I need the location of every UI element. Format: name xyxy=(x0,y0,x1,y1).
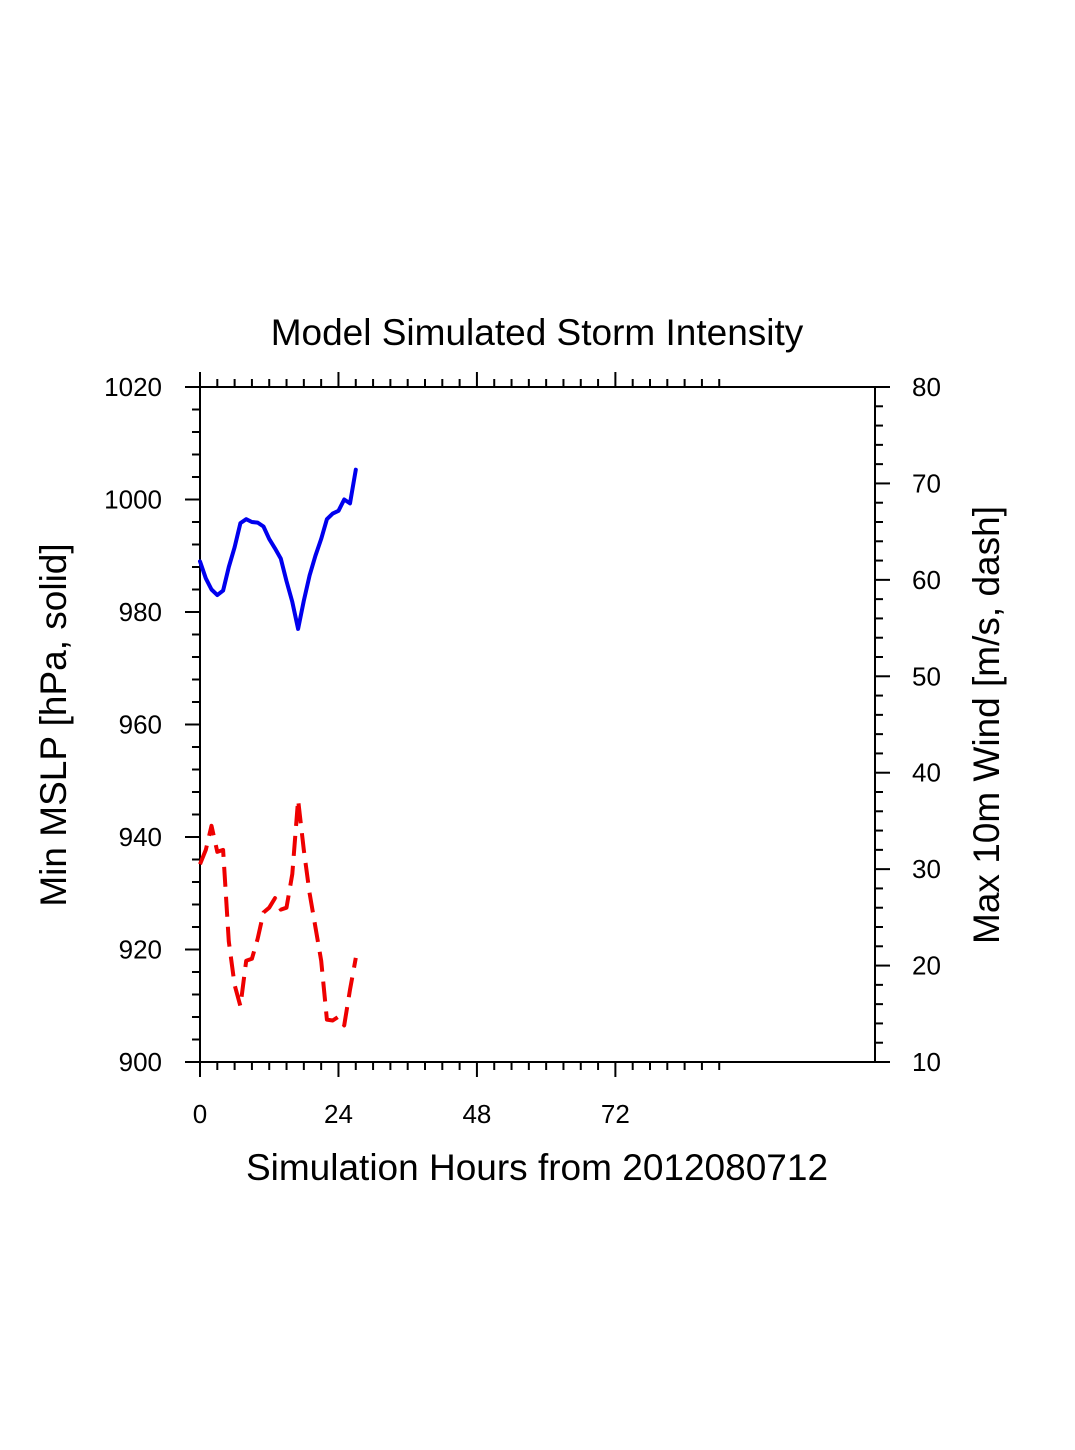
y-left-tick-label: 960 xyxy=(119,710,162,740)
y-axis-left-title: Min MSLP [hPa, solid] xyxy=(33,543,74,906)
y-left-tick-label: 1020 xyxy=(104,372,162,402)
wind-series-line xyxy=(198,797,358,1028)
mslp-series-line xyxy=(198,467,358,631)
x-tick-label: 48 xyxy=(462,1099,491,1129)
y-left-tick-label: 1000 xyxy=(104,485,162,515)
y-right-tick-label: 50 xyxy=(912,661,941,691)
chart-title: Model Simulated Storm Intensity xyxy=(271,312,804,353)
x-tick-label: 24 xyxy=(324,1099,353,1129)
x-axis-title: Simulation Hours from 2012080712 xyxy=(246,1147,828,1188)
ticks xyxy=(185,372,890,1077)
y-left-tick-label: 940 xyxy=(119,822,162,852)
x-tick-label: 72 xyxy=(601,1099,630,1129)
y-right-tick-label: 30 xyxy=(912,854,941,884)
y-axis-right-title: Max 10m Wind [m/s, dash] xyxy=(966,506,1007,944)
y-left-tick-label: 920 xyxy=(119,935,162,965)
y-left-tick-label: 980 xyxy=(119,597,162,627)
y-right-tick-label: 10 xyxy=(912,1047,941,1077)
y-right-tick-label: 20 xyxy=(912,951,941,981)
series-lines xyxy=(198,467,358,1028)
y-left-tick-label: 900 xyxy=(119,1047,162,1077)
y-right-tick-label: 80 xyxy=(912,372,941,402)
y-right-tick-label: 60 xyxy=(912,565,941,595)
y-right-tick-label: 70 xyxy=(912,468,941,498)
plot-frame xyxy=(199,386,876,1063)
tick-labels: 0 24 48 72900920940960980100010201020304050… xyxy=(104,372,941,1129)
x-tick-label: 0 xyxy=(193,1099,207,1129)
y-right-tick-label: 40 xyxy=(912,758,941,788)
